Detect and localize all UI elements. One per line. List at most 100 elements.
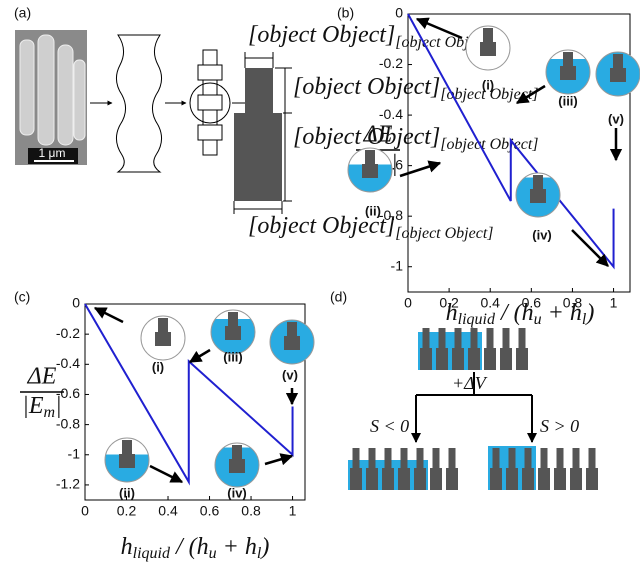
s-positive-label: S > 0 [540,416,579,436]
pillar-lower [506,468,518,490]
pillar-upper [401,448,408,468]
pillar-upper [365,150,375,164]
y-label-bottom-part: |E [22,393,44,419]
pillar-lower [554,468,566,490]
annotation-arrow [265,456,292,464]
pillar-upper [493,448,500,468]
pillar-upper [613,54,623,68]
pillar-lower [430,468,442,490]
pillar-lower [530,189,546,203]
annotation-label: (iv) [227,485,247,500]
pillar-upper [483,28,493,42]
pillar-lower [119,454,135,468]
x-label: hliquid / (hu + hl) [121,534,270,562]
pillar-upper [563,52,573,66]
panel-a: (a) 1 μm [object Object][object Object] … [14,5,539,242]
panel-label: (b) [337,5,354,21]
x-label-part: ) [259,534,269,560]
y-tick-label: -1 [391,257,404,273]
annotation-label: (iv) [532,227,552,242]
pillar-lower [398,468,410,490]
y-label-bottom-part: | [55,393,62,419]
h-u-label: [object Object][object Object] [293,74,539,103]
pillar-lower [480,42,496,56]
pillar-upper [158,318,168,332]
annotation-arrow [400,163,440,176]
annotation-arrow [150,466,182,482]
annotation-label: (ii) [365,203,381,218]
pillar-lower [284,336,300,350]
pillar-lower [366,468,378,490]
x-label-part: + h [542,300,582,326]
y-tick-label: 0 [395,5,403,21]
pillar-lower [350,468,362,490]
stacked-pillar [190,50,230,155]
pillar-upper [509,448,516,468]
scale-label: 1 μm [39,146,66,160]
y-tick-label: -0.8 [379,207,403,223]
y-label-top: ΔE [27,364,57,390]
pillar-upper [417,448,424,468]
pillar-lower [500,348,512,370]
y-tick-label: -0.2 [56,325,80,341]
panel-label: (d) [330,289,347,305]
pillar-upper [533,175,543,189]
pillar-upper [228,312,238,326]
pillar-lower [484,348,496,370]
pillar-lower [362,164,378,178]
pillar-lower [468,348,480,370]
pillar-upper [423,328,430,348]
y-tick-label: -1 [68,445,81,461]
x-label-part: ) [584,300,594,326]
x-tick-label: 0 [81,503,89,519]
pillar-upper [471,328,478,348]
pillar-upper [287,322,297,336]
pillar-lower [229,459,245,473]
pillar-lower [610,68,626,82]
y-tick-label: -0.4 [56,355,80,371]
x-label-part: liquid [133,545,171,562]
annotation-label: (iii) [223,349,243,364]
pillar-upper [503,328,510,348]
annotation-label: (i) [482,77,494,92]
pillar-lower [570,468,582,490]
voltage-label: +ΔV [452,373,488,393]
annotation-label: (v) [608,111,624,126]
x-label-part: h [121,534,133,560]
pillar-lower [516,348,528,370]
x-label-part: h [446,300,458,326]
pillar-upper [439,328,446,348]
x-tick-label: 1 [610,295,618,311]
pillar-upper [455,328,462,348]
pillar-lower [436,348,448,370]
pillar-upper [385,448,392,468]
x-tick-label: 1 [289,503,297,519]
y-label-bottom-part: m [44,404,56,421]
pillar-lower [420,348,432,370]
pillar-lower [155,332,171,346]
pillar-upper [589,448,596,468]
x-tick-label: 0.2 [117,503,137,519]
pillar-lower [538,468,550,490]
s-negative-label: S < 0 [370,416,409,436]
pillar-upper [573,448,580,468]
annotation-arrow [95,308,123,322]
pillar-upper [525,448,532,468]
panel-label: (c) [14,289,30,305]
pillar-lower [382,468,394,490]
annotation-label: (v) [282,367,298,382]
annotation-arrow [572,230,608,266]
x-label-part: / (h [170,534,209,560]
pillar-upper [232,445,242,459]
figure: (a) 1 μm [object Object][object Object] … [0,0,640,571]
pillar-upper [122,440,132,454]
x-label: hliquid / (hu + hl) [446,300,595,328]
pillar-upper [449,448,456,468]
x-tick-label: 0.6 [200,503,220,519]
x-label-part: + h [217,534,257,560]
x-tick-label: 0.4 [158,503,178,519]
x-label-part: u [534,311,542,328]
x-label-part: / (h [495,300,534,326]
y-tick-label: -0.4 [379,106,403,122]
inset [516,173,560,230]
